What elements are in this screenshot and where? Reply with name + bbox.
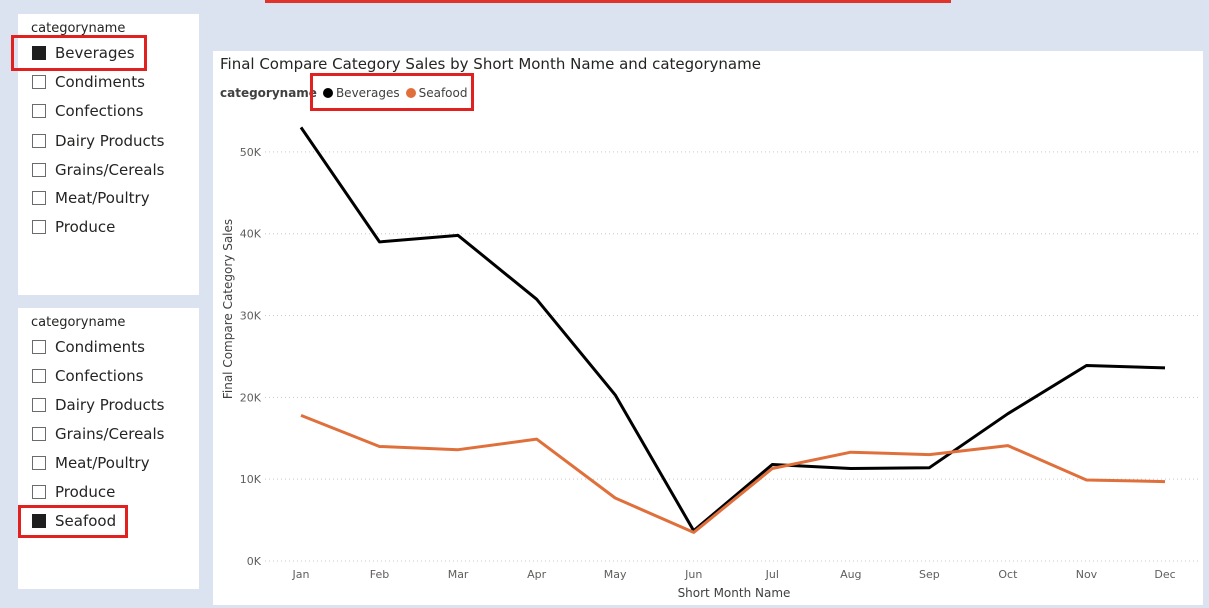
slicer-item-produce[interactable]: Produce bbox=[32, 216, 115, 238]
x-tick-label: Dec bbox=[1154, 568, 1175, 581]
slicer-item-label: Condiments bbox=[55, 338, 145, 356]
checkbox[interactable] bbox=[32, 398, 46, 412]
y-tick-label: 50K bbox=[240, 146, 262, 159]
x-tick-label: Jun bbox=[684, 568, 702, 581]
checkbox[interactable] bbox=[32, 485, 46, 499]
chart-legend: categoryname Beverages Seafood bbox=[220, 86, 473, 100]
x-tick-label: May bbox=[604, 568, 627, 581]
slicer-item-label: Meat/Poultry bbox=[55, 189, 150, 207]
x-tick-label: Aug bbox=[840, 568, 861, 581]
category-slicer-top: categoryname Beverages Condiments Confec… bbox=[18, 14, 199, 295]
slicer-item-label: Produce bbox=[55, 218, 116, 236]
x-tick-label: Jan bbox=[292, 568, 310, 581]
slicer-item-label: Confections bbox=[55, 102, 144, 120]
checkbox[interactable] bbox=[32, 163, 46, 177]
line-chart-panel: Final Compare Category Sales by Short Mo… bbox=[213, 51, 1203, 605]
slicer-item-label: Grains/Cereals bbox=[55, 425, 165, 443]
slicer-item-label: Dairy Products bbox=[55, 132, 165, 150]
chart-title: Final Compare Category Sales by Short Mo… bbox=[220, 55, 761, 73]
series-line-beverages[interactable] bbox=[299, 126, 1166, 533]
legend-marker-icon bbox=[405, 88, 416, 98]
checkbox[interactable] bbox=[32, 427, 46, 441]
x-tick-label: Mar bbox=[448, 568, 469, 581]
slicer-item-confections[interactable]: Confections bbox=[32, 100, 143, 122]
highlight-box-seafood bbox=[18, 505, 128, 538]
slicer-item-condiments[interactable]: Condiments bbox=[32, 71, 145, 93]
highlight-box-legend bbox=[310, 73, 474, 111]
slicer-item-seafood[interactable]: Seafood bbox=[32, 510, 116, 532]
slicer-item-meat-poultry[interactable]: Meat/Poultry bbox=[32, 452, 150, 474]
y-tick-label: 10K bbox=[240, 473, 262, 486]
checkbox[interactable] bbox=[32, 369, 46, 383]
x-tick-label: Sep bbox=[919, 568, 940, 581]
slicer-item-label: Produce bbox=[55, 483, 116, 501]
slicer-title: categoryname bbox=[31, 315, 126, 330]
line-chart-plot: 0K 10K 20K 30K 40K 50K Jan Feb Mar Apr May Jun Jul A… bbox=[221, 126, 1201, 600]
checkbox[interactable] bbox=[32, 75, 46, 89]
y-tick-label: 30K bbox=[240, 310, 262, 323]
slicer-item-meat-poultry[interactable]: Meat/Poultry bbox=[32, 187, 150, 209]
checkbox[interactable] bbox=[32, 514, 46, 528]
slicer-item-produce[interactable]: Produce bbox=[32, 481, 115, 503]
x-tick-label: Nov bbox=[1076, 568, 1098, 581]
legend-label: Beverages bbox=[335, 86, 400, 100]
checkbox[interactable] bbox=[32, 340, 46, 354]
checkbox[interactable] bbox=[32, 456, 46, 470]
slicer-item-grains-cereals[interactable]: Grains/Cereals bbox=[32, 159, 164, 181]
slicer-item-label: Condiments bbox=[55, 73, 145, 91]
legend-entry-seafood[interactable]: Seafood bbox=[405, 86, 468, 100]
y-axis-title: Final Compare Category Sales bbox=[221, 219, 235, 399]
checkbox[interactable] bbox=[32, 220, 46, 234]
y-tick-label: 0K bbox=[247, 555, 262, 568]
slicer-item-dairy-products[interactable]: Dairy Products bbox=[32, 130, 165, 152]
highlight-box-beverages bbox=[11, 35, 147, 71]
slicer-item-label: Grains/Cereals bbox=[55, 161, 165, 179]
x-tick-label: Feb bbox=[370, 568, 389, 581]
legend-title: categoryname bbox=[220, 86, 317, 100]
slicer-item-grains-cereals[interactable]: Grains/Cereals bbox=[32, 423, 164, 445]
slicer-item-confections[interactable]: Confections bbox=[32, 365, 143, 387]
checkbox[interactable] bbox=[32, 191, 46, 205]
y-tick-label: 40K bbox=[240, 228, 262, 241]
slicer-item-label: Beverages bbox=[55, 44, 135, 62]
slicer-item-condiments[interactable]: Condiments bbox=[32, 336, 145, 358]
x-axis-title: Short Month Name bbox=[678, 586, 791, 600]
slicer-item-label: Dairy Products bbox=[55, 396, 165, 414]
category-slicer-bottom: categoryname Condiments Confections Dair… bbox=[18, 308, 199, 589]
checkbox[interactable] bbox=[32, 134, 46, 148]
slicer-item-beverages[interactable]: Beverages bbox=[32, 42, 135, 64]
legend-marker-icon bbox=[322, 88, 333, 98]
slicer-item-dairy-products[interactable]: Dairy Products bbox=[32, 394, 165, 416]
legend-label: Seafood bbox=[418, 86, 468, 100]
legend-entry-beverages[interactable]: Beverages bbox=[322, 86, 400, 100]
slicer-title: categoryname bbox=[31, 21, 126, 36]
slicer-item-label: Meat/Poultry bbox=[55, 454, 150, 472]
x-tick-label: Apr bbox=[527, 568, 547, 581]
slicer-item-label: Confections bbox=[55, 367, 144, 385]
checkbox[interactable] bbox=[32, 104, 46, 118]
x-tick-label: Jul bbox=[765, 568, 779, 581]
series-line-seafood[interactable] bbox=[300, 414, 1166, 534]
slicer-item-label: Seafood bbox=[55, 512, 117, 530]
x-tick-label: Oct bbox=[998, 568, 1018, 581]
checkbox[interactable] bbox=[32, 46, 46, 60]
top-highlight-line bbox=[265, 0, 951, 3]
y-tick-label: 20K bbox=[240, 391, 262, 404]
